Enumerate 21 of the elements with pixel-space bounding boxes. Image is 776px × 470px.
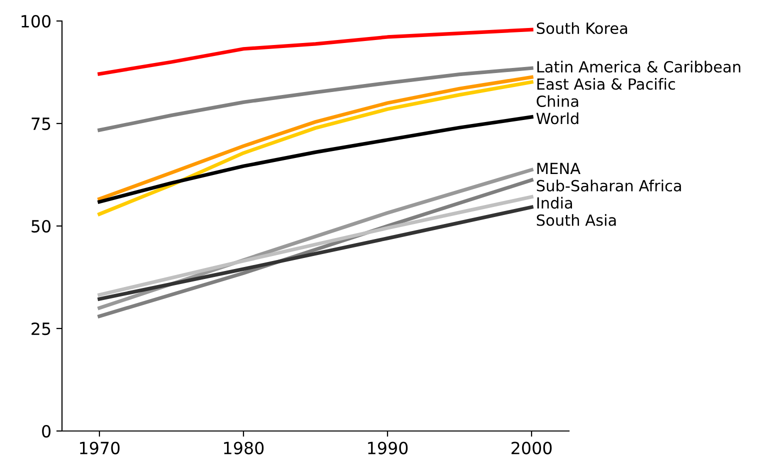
x-tick-label: 1990 (368, 442, 408, 454)
series-label: China (536, 95, 578, 108)
series-label: South Korea (536, 22, 628, 34)
series-label: East Asia & Pacific (537, 78, 675, 90)
x-tick-label: 2000 (512, 442, 552, 454)
y-tick-label: 75 (32, 118, 50, 130)
y-tick-label: 25 (32, 322, 50, 336)
line-series (98, 28, 534, 76)
line-series (98, 115, 534, 204)
series-label: South Asia (536, 214, 616, 226)
series-label: India (537, 196, 572, 209)
y-tick-label: 100 (22, 14, 50, 28)
series-label: MENA (537, 162, 580, 174)
y-tick-label: 50 (32, 220, 50, 233)
x-tick-label: 1980 (224, 442, 264, 454)
line-series (98, 66, 534, 132)
x-tick-label: 1970 (80, 442, 120, 454)
series-label: World (536, 112, 578, 124)
series-label: Sub-Saharan Africa (536, 180, 681, 192)
series-label: Latin America & Caribbean (537, 60, 740, 73)
y-tick-label: 0 (42, 424, 50, 438)
